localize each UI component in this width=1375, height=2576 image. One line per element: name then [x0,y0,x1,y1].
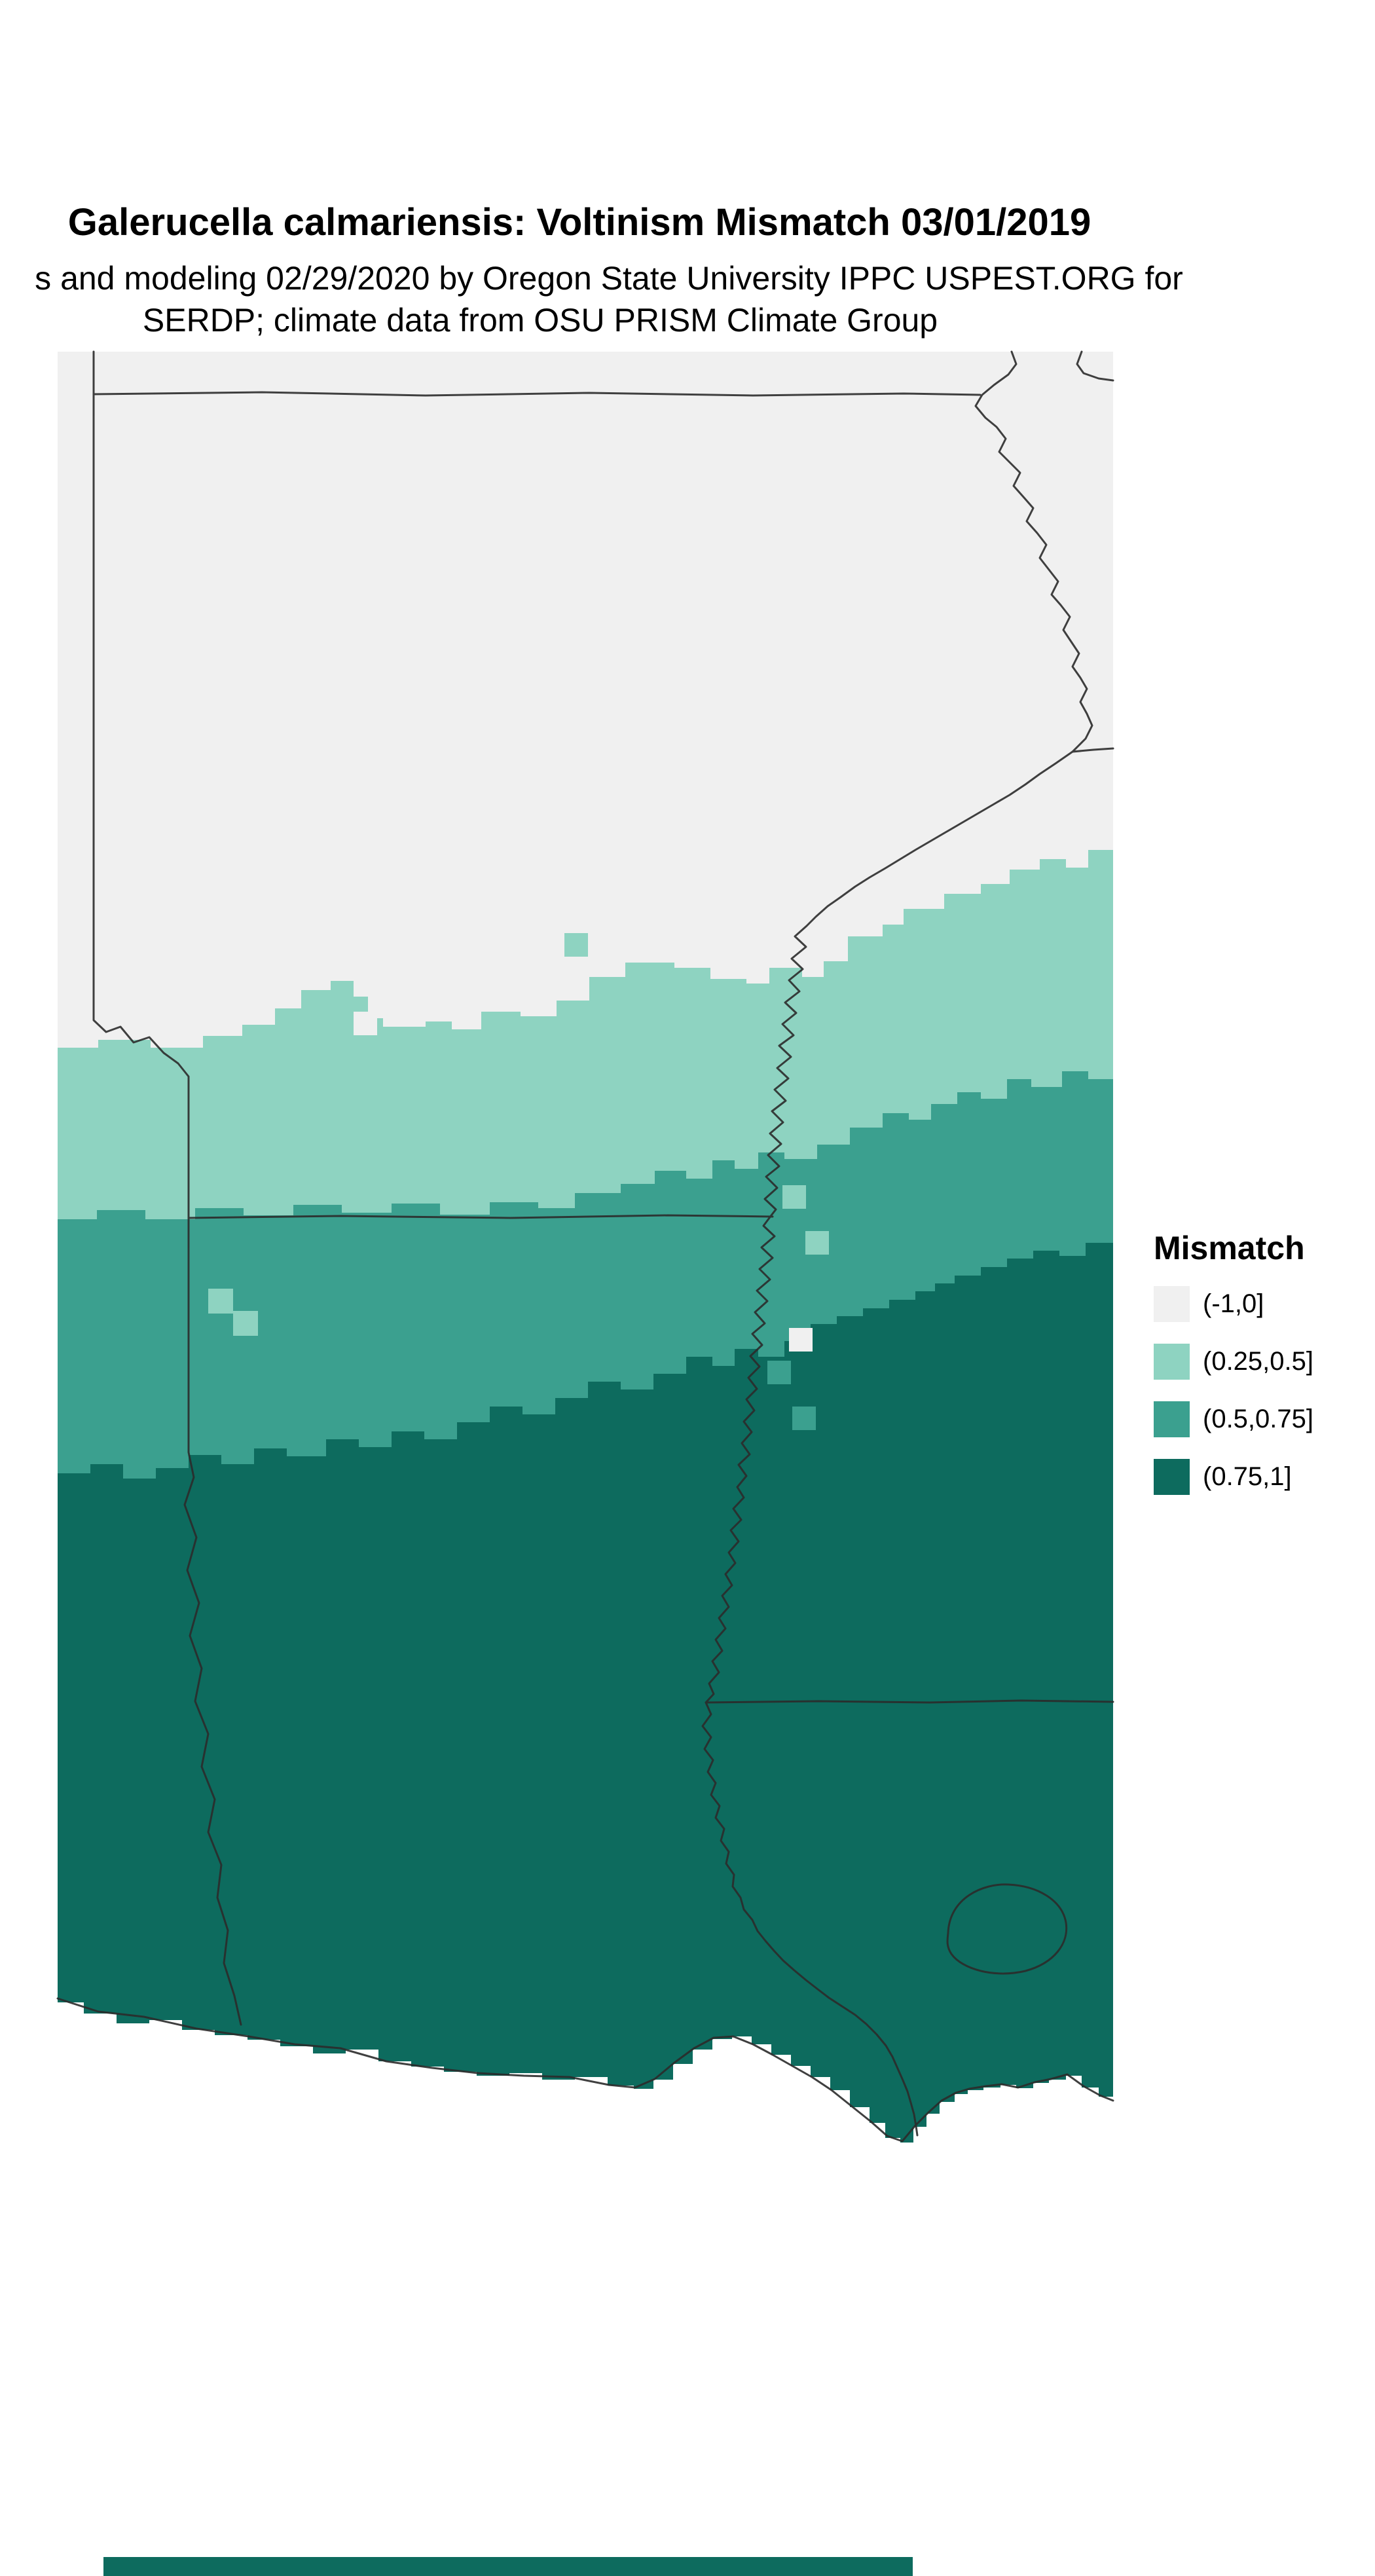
map-legend: Mismatch (-1,0] (0.25,0.5] (0.5,0.75] (0… [1154,1230,1313,1517]
legend-item: (0.5,0.75] [1154,1401,1313,1437]
coastline-louisiana-gulf [56,1997,1114,2143]
raster-speck [782,1185,806,1209]
legend-label: (0.25,0.5] [1203,1347,1314,1376]
raster-speck [792,1407,816,1430]
state-border-missouri-arkansas [92,391,981,397]
state-border-arkansas-louisiana [187,1214,774,1219]
legend-swatch-neg1-0 [1154,1286,1190,1322]
legend-swatch-025-05 [1154,1344,1190,1380]
river-mississippi-upper [974,350,1093,753]
gulf-sea-mask [58,2002,1113,2161]
legend-title: Mismatch [1154,1230,1305,1266]
page-subtitle-line2: SERDP; climate data from OSU PRISM Clima… [142,302,938,339]
legend-item: (0.75,1] [1154,1459,1313,1495]
state-border-mississippi-louisiana [705,1699,1114,1704]
legend-item: (0.25,0.5] [1154,1344,1313,1380]
raster-speck [564,933,588,957]
raster-speck [789,1328,813,1352]
state-border-oklahoma-arkansas-texas-west [92,350,242,2026]
legend-label: (0.75,1] [1203,1462,1292,1491]
raster-speck [233,1311,258,1336]
legend-label: (-1,0] [1203,1289,1264,1318]
page-subtitle-line1: s and modeling 02/29/2020 by Oregon Stat… [35,260,1183,297]
page-title: Galerucella calmariensis: Voltinism Mism… [67,201,1091,244]
lake-pontchartrain-outline [946,1883,1068,1975]
legend-swatch-05-075 [1154,1401,1190,1437]
raster-speck [767,1361,791,1384]
raster-speck [805,1231,829,1255]
river-mississippi-lower [701,750,1074,2137]
partial-next-map-strip [103,2557,913,2576]
river-mississippi-top-right-fragment [1076,350,1114,382]
legend-swatch-075-1 [1154,1459,1190,1495]
legend-label: (0.5,0.75] [1203,1405,1314,1433]
raster-speck [354,1012,377,1035]
legend-item: (-1,0] [1154,1286,1313,1322]
raster-speck [208,1289,233,1314]
region-mismatch-075-1 [58,1243,1113,2161]
state-border-tennessee-mississippi [1071,747,1114,753]
